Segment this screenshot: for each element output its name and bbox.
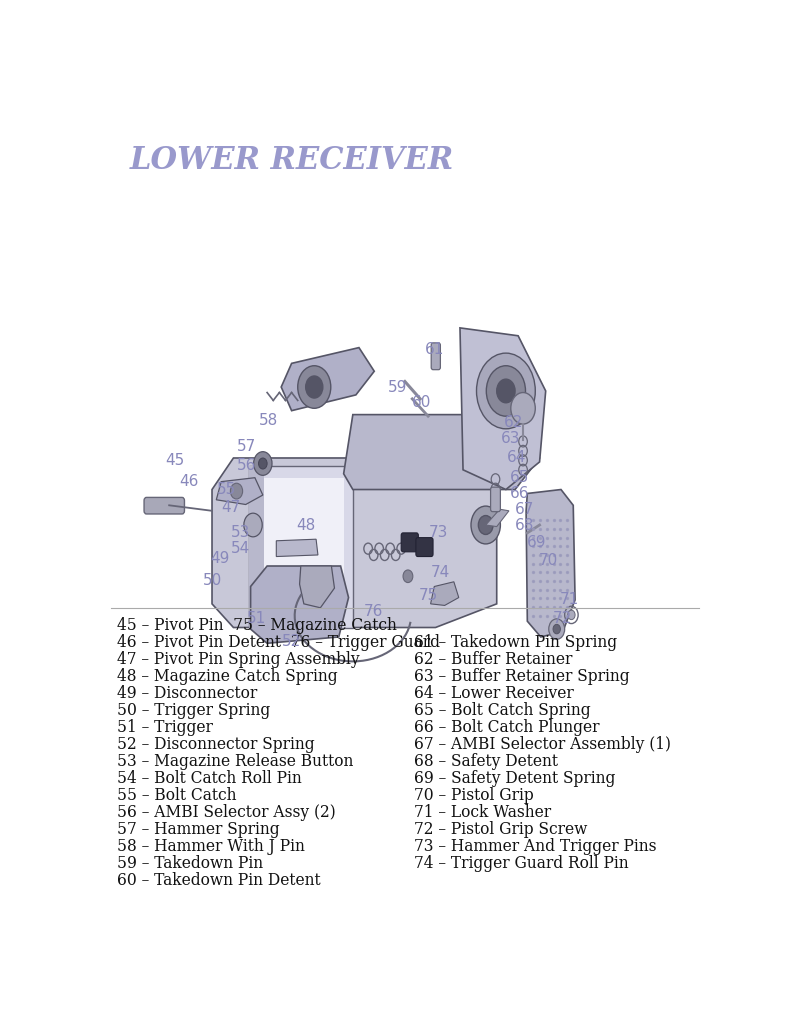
Polygon shape bbox=[299, 566, 334, 608]
Polygon shape bbox=[281, 347, 374, 411]
Text: 72: 72 bbox=[553, 610, 573, 626]
Circle shape bbox=[553, 625, 560, 634]
Polygon shape bbox=[250, 566, 348, 643]
Polygon shape bbox=[486, 509, 509, 526]
Text: 55 – Bolt Catch: 55 – Bolt Catch bbox=[117, 786, 237, 804]
Text: 69 – Safety Detent Spring: 69 – Safety Detent Spring bbox=[414, 770, 615, 786]
Text: 46: 46 bbox=[179, 474, 199, 489]
Text: 46 – Pivot Pin Detent  76 – Trigger Guard: 46 – Pivot Pin Detent 76 – Trigger Guard bbox=[117, 634, 440, 651]
Text: 74 – Trigger Guard Roll Pin: 74 – Trigger Guard Roll Pin bbox=[414, 855, 629, 871]
Text: 67: 67 bbox=[514, 502, 534, 517]
Text: 56 – AMBI Selector Assy (2): 56 – AMBI Selector Assy (2) bbox=[117, 804, 336, 820]
Text: 62: 62 bbox=[504, 415, 524, 430]
Text: 48 – Magazine Catch Spring: 48 – Magazine Catch Spring bbox=[117, 668, 338, 685]
Text: 55: 55 bbox=[216, 482, 235, 497]
Circle shape bbox=[497, 379, 515, 402]
Text: 60 – Takedown Pin Detent: 60 – Takedown Pin Detent bbox=[117, 871, 321, 889]
Text: 49: 49 bbox=[210, 551, 230, 565]
Text: 74: 74 bbox=[431, 565, 450, 580]
Text: 66 – Bolt Catch Plunger: 66 – Bolt Catch Plunger bbox=[414, 719, 600, 736]
Text: 64: 64 bbox=[506, 451, 526, 466]
Text: 73 – Hammer And Trigger Pins: 73 – Hammer And Trigger Pins bbox=[414, 838, 656, 855]
Text: 47: 47 bbox=[220, 500, 240, 515]
Text: 59: 59 bbox=[388, 380, 407, 394]
Text: 62 – Buffer Retainer: 62 – Buffer Retainer bbox=[414, 651, 573, 669]
Text: 70 – Pistol Grip: 70 – Pistol Grip bbox=[414, 786, 534, 804]
Text: 71: 71 bbox=[559, 593, 578, 607]
Polygon shape bbox=[344, 415, 540, 489]
Circle shape bbox=[231, 483, 243, 499]
Text: 68 – Safety Detent: 68 – Safety Detent bbox=[414, 753, 558, 770]
Circle shape bbox=[298, 366, 331, 409]
FancyBboxPatch shape bbox=[401, 532, 419, 552]
Text: 66: 66 bbox=[510, 486, 530, 501]
Circle shape bbox=[258, 458, 267, 469]
Polygon shape bbox=[276, 540, 318, 557]
FancyBboxPatch shape bbox=[431, 343, 440, 370]
Polygon shape bbox=[261, 477, 344, 615]
Text: 45: 45 bbox=[166, 453, 185, 468]
Text: 76: 76 bbox=[363, 604, 382, 620]
Text: 47 – Pivot Pin Spring Assembly: 47 – Pivot Pin Spring Assembly bbox=[117, 651, 359, 669]
Text: 52 – Disconnector Spring: 52 – Disconnector Spring bbox=[117, 736, 314, 753]
Text: 61 – Takedown Pin Spring: 61 – Takedown Pin Spring bbox=[414, 634, 617, 651]
Polygon shape bbox=[216, 477, 263, 505]
Circle shape bbox=[471, 506, 500, 544]
Text: 50 – Trigger Spring: 50 – Trigger Spring bbox=[117, 702, 270, 719]
Text: 57 – Hammer Spring: 57 – Hammer Spring bbox=[117, 820, 280, 838]
Text: 51: 51 bbox=[247, 610, 266, 626]
Text: 65 – Bolt Catch Spring: 65 – Bolt Catch Spring bbox=[414, 702, 591, 719]
Circle shape bbox=[479, 515, 493, 535]
Text: 50: 50 bbox=[202, 572, 222, 588]
Text: 75: 75 bbox=[419, 589, 438, 603]
Circle shape bbox=[306, 376, 323, 398]
FancyBboxPatch shape bbox=[491, 487, 500, 512]
Polygon shape bbox=[249, 466, 353, 628]
FancyBboxPatch shape bbox=[416, 538, 433, 557]
Text: 71 – Lock Washer: 71 – Lock Washer bbox=[414, 804, 551, 820]
Text: 52: 52 bbox=[282, 634, 301, 649]
Text: 54: 54 bbox=[231, 541, 250, 556]
Text: 57: 57 bbox=[237, 438, 257, 454]
Text: 64 – Lower Receiver: 64 – Lower Receiver bbox=[414, 685, 574, 702]
Text: 53: 53 bbox=[231, 525, 250, 541]
Circle shape bbox=[568, 610, 575, 620]
Polygon shape bbox=[249, 466, 264, 628]
Circle shape bbox=[511, 392, 536, 424]
Circle shape bbox=[254, 452, 272, 475]
Text: 69: 69 bbox=[527, 535, 546, 550]
Polygon shape bbox=[526, 489, 575, 637]
Text: 73: 73 bbox=[429, 525, 448, 541]
Text: 58: 58 bbox=[259, 414, 279, 428]
Text: 51 – Trigger: 51 – Trigger bbox=[117, 719, 213, 736]
Circle shape bbox=[549, 618, 565, 639]
Text: 48: 48 bbox=[296, 517, 315, 532]
Text: 72 – Pistol Grip Screw: 72 – Pistol Grip Screw bbox=[414, 820, 588, 838]
Text: 49 – Disconnector: 49 – Disconnector bbox=[117, 685, 258, 702]
Text: 63: 63 bbox=[500, 431, 520, 445]
Text: 61: 61 bbox=[424, 342, 444, 357]
Circle shape bbox=[403, 570, 413, 583]
Polygon shape bbox=[460, 328, 546, 489]
Text: 65: 65 bbox=[510, 470, 529, 485]
FancyBboxPatch shape bbox=[144, 498, 185, 514]
Text: 56: 56 bbox=[237, 459, 257, 473]
Circle shape bbox=[244, 513, 262, 537]
Text: 68: 68 bbox=[514, 517, 534, 532]
Text: 60: 60 bbox=[412, 395, 431, 411]
Circle shape bbox=[476, 353, 536, 429]
Text: 53 – Magazine Release Button: 53 – Magazine Release Button bbox=[117, 753, 353, 770]
Text: 70: 70 bbox=[539, 553, 559, 568]
Text: 63 – Buffer Retainer Spring: 63 – Buffer Retainer Spring bbox=[414, 668, 630, 685]
Text: 67 – AMBI Selector Assembly (1): 67 – AMBI Selector Assembly (1) bbox=[414, 736, 671, 753]
Polygon shape bbox=[212, 458, 497, 628]
Polygon shape bbox=[431, 582, 459, 605]
Text: LOWER RECEIVER: LOWER RECEIVER bbox=[130, 145, 453, 176]
Text: 59 – Takedown Pin: 59 – Takedown Pin bbox=[117, 855, 263, 871]
Text: 45 – Pivot Pin  75 – Magazine Catch: 45 – Pivot Pin 75 – Magazine Catch bbox=[117, 617, 397, 634]
Circle shape bbox=[487, 366, 525, 416]
Text: 58 – Hammer With J Pin: 58 – Hammer With J Pin bbox=[117, 838, 305, 855]
Text: 54 – Bolt Catch Roll Pin: 54 – Bolt Catch Roll Pin bbox=[117, 770, 302, 786]
